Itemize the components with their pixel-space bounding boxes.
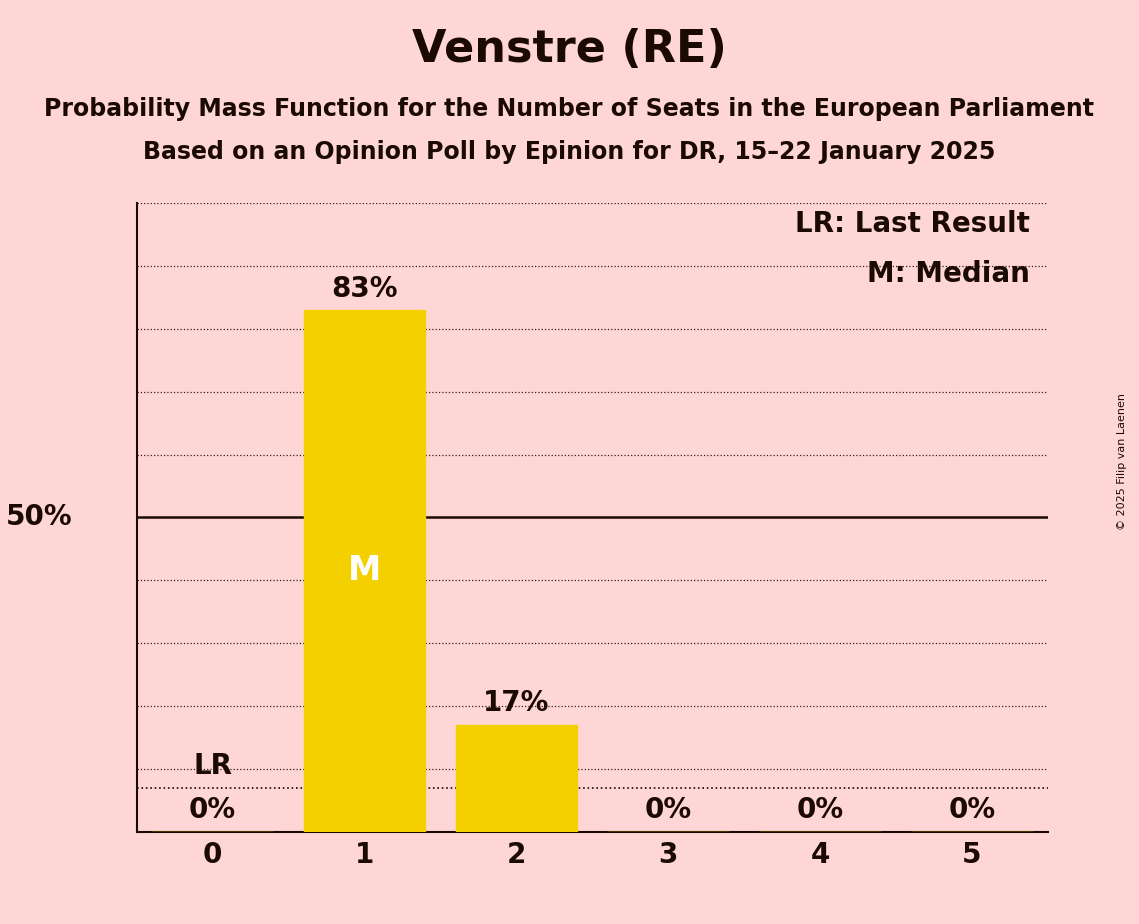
- Bar: [456, 724, 577, 832]
- Text: 0%: 0%: [189, 796, 236, 824]
- Text: LR: LR: [194, 752, 232, 780]
- Text: Based on an Opinion Poll by Epinion for DR, 15–22 January 2025: Based on an Opinion Poll by Epinion for …: [144, 140, 995, 164]
- Text: 83%: 83%: [331, 274, 398, 302]
- Text: 0%: 0%: [949, 796, 995, 824]
- Text: Probability Mass Function for the Number of Seats in the European Parliament: Probability Mass Function for the Number…: [44, 97, 1095, 121]
- Text: M: Median: M: Median: [867, 260, 1030, 288]
- Text: 0%: 0%: [796, 796, 844, 824]
- Text: M: M: [347, 554, 382, 588]
- Text: 17%: 17%: [483, 689, 549, 717]
- Text: 0%: 0%: [645, 796, 691, 824]
- Text: © 2025 Filip van Laenen: © 2025 Filip van Laenen: [1117, 394, 1126, 530]
- Text: 50%: 50%: [7, 504, 73, 531]
- Text: Venstre (RE): Venstre (RE): [412, 28, 727, 71]
- Bar: [304, 310, 425, 832]
- Text: LR: Last Result: LR: Last Result: [795, 210, 1030, 237]
